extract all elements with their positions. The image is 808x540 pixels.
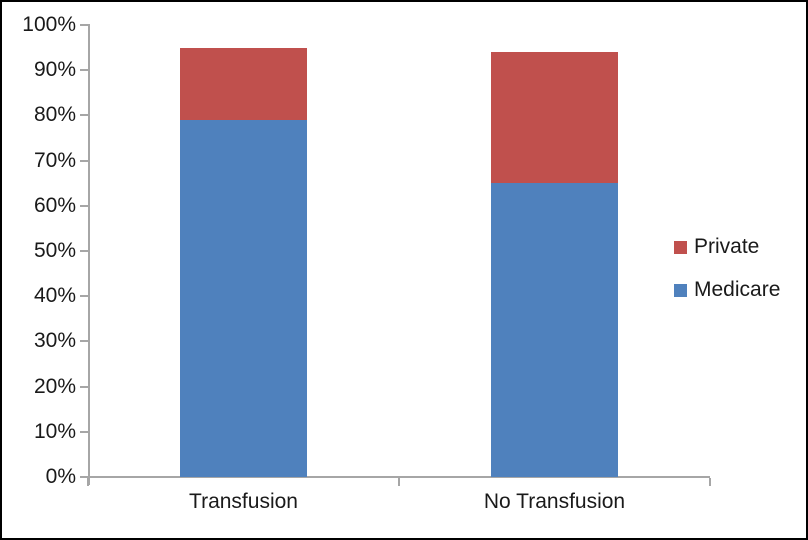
y-axis-tick-label: 20%	[33, 374, 76, 398]
y-axis-tick	[80, 340, 88, 343]
legend-item-label: Private	[694, 235, 760, 258]
y-axis-tick-label: 30%	[33, 329, 76, 353]
legend-item-medicare: Medicare	[674, 279, 780, 301]
y-axis-tick	[80, 159, 88, 162]
x-axis-tick	[87, 478, 89, 486]
x-axis-category-label: No Transfusion	[483, 490, 626, 513]
y-axis-tick-label: 90%	[33, 58, 76, 82]
y-axis-tick-label: 70%	[33, 148, 76, 172]
bar-segment-private	[491, 52, 618, 184]
bar-segment-private	[180, 47, 307, 120]
y-axis-line	[88, 24, 90, 485]
y-axis-tick-label: 40%	[33, 284, 76, 308]
y-axis-tick	[80, 24, 88, 26]
y-axis-tick-label: 10%	[33, 419, 76, 443]
y-axis-tick	[80, 385, 88, 388]
y-axis-tick	[80, 295, 88, 298]
y-axis-tick	[80, 250, 88, 252]
x-axis-tick	[398, 478, 400, 486]
y-axis-tick-label: 80%	[33, 103, 76, 127]
legend-item-private: Private	[674, 236, 780, 258]
y-axis-tick	[80, 204, 88, 207]
y-axis-tick-label: 50%	[33, 239, 76, 262]
legend-color-swatch-medicare	[674, 283, 687, 297]
x-axis-line	[88, 476, 710, 478]
legend: Private Medicare	[674, 236, 780, 301]
bar-segment-medicare	[180, 119, 307, 477]
legend-item-label: Medicare	[694, 278, 781, 301]
x-axis-tick	[709, 478, 711, 486]
bar-segment-medicare	[491, 183, 618, 477]
y-axis-tick-label: 60%	[33, 193, 76, 217]
y-axis-tick-label: 100%	[22, 13, 76, 36]
y-axis-tick	[80, 476, 88, 478]
y-axis-tick-label: 0%	[45, 465, 76, 488]
y-axis-tick	[80, 114, 88, 117]
x-axis-category-label: Transfusion	[189, 490, 298, 513]
legend-color-swatch-private	[674, 240, 687, 254]
y-axis-tick	[80, 69, 88, 72]
y-axis-tick	[80, 430, 88, 433]
